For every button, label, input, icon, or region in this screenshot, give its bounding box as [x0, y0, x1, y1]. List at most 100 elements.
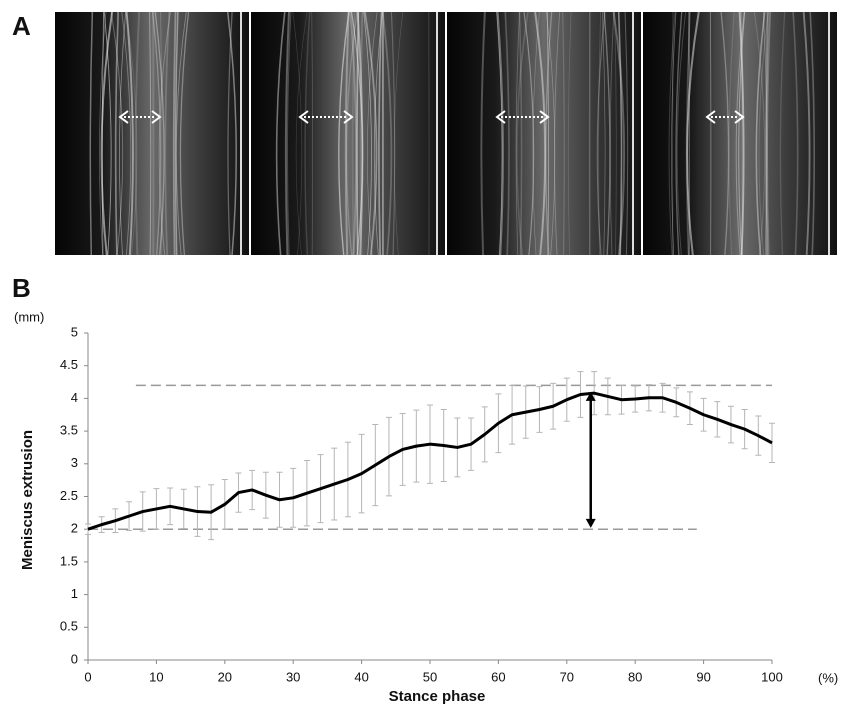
tissue-streak	[172, 11, 177, 256]
tissue-streak	[292, 11, 303, 256]
tissue-streak	[227, 11, 233, 256]
tissue-streak	[275, 11, 286, 256]
tissue-streak	[345, 11, 358, 256]
tissue-streak	[753, 11, 766, 256]
tissue-streak	[125, 11, 134, 256]
tissue-streak	[802, 11, 811, 256]
tissue-streak	[554, 11, 561, 256]
extrusion-marker-head	[298, 110, 354, 124]
x-tick-label: 50	[423, 669, 437, 684]
x-unit: (%)	[818, 670, 838, 685]
tissue-streak	[284, 11, 290, 256]
tissue-streak	[110, 11, 124, 256]
tissue-streak	[351, 11, 356, 256]
y-unit: (mm)	[14, 309, 44, 324]
tissue-streak	[504, 11, 510, 256]
tissue-streak	[134, 11, 141, 256]
tissue-streak	[311, 11, 313, 256]
tissue-streak	[295, 11, 308, 256]
tissue-streak	[740, 11, 744, 256]
tissue-streak	[609, 11, 615, 256]
tissue-streak	[304, 11, 311, 256]
tissue-streak	[534, 11, 547, 256]
tissue-streak	[158, 11, 171, 256]
y-tick-label: 1.5	[60, 553, 78, 568]
tissue-streak	[562, 11, 565, 256]
tissue-streak	[738, 11, 746, 256]
tissue-streak	[164, 11, 171, 256]
tissue-streak	[603, 11, 611, 256]
x-tick-label: 30	[286, 669, 300, 684]
tissue-streak	[515, 11, 520, 256]
extrusion-marker-head	[705, 110, 745, 124]
tissue-streak	[121, 11, 132, 256]
tissue-streak	[675, 11, 683, 256]
tissue-streak	[125, 11, 138, 256]
tissue-streak	[668, 11, 676, 256]
y-tick-label: 3	[71, 455, 78, 470]
tissue-streak	[671, 11, 677, 256]
tissue-streak	[119, 11, 127, 256]
tissue-streak	[367, 11, 378, 256]
tissue-streak	[154, 11, 165, 256]
tissue-streak	[602, 11, 606, 256]
tissue-streak	[356, 11, 364, 256]
tissue-streak	[617, 11, 623, 256]
x-tick-label: 100	[761, 669, 783, 684]
tissue-streak	[728, 11, 735, 256]
y-tick-label: 5	[71, 324, 78, 339]
tissue-streak	[480, 11, 486, 256]
y-tick-label: 1	[71, 586, 78, 601]
tissue-streak	[101, 11, 105, 256]
tissue-streak	[99, 11, 107, 256]
tissue-streak	[174, 11, 179, 256]
tissue-streak	[518, 11, 523, 256]
tissue-streak	[755, 11, 766, 256]
x-tick-label: 60	[491, 669, 505, 684]
extrusion-marker-head	[118, 110, 162, 124]
x-tick-label: 90	[696, 669, 710, 684]
extrusion-marker-head	[495, 110, 550, 124]
tissue-streak	[103, 11, 112, 256]
tissue-streak	[515, 11, 529, 256]
y-tick-label: 2	[71, 521, 78, 536]
x-tick-label: 80	[628, 669, 642, 684]
y-tick-label: 0	[71, 651, 78, 666]
tissue-streak	[762, 11, 768, 256]
tissue-streak	[687, 11, 690, 256]
tissue-streak	[567, 11, 572, 256]
tissue-streak	[809, 11, 816, 256]
tissue-streak	[364, 11, 378, 256]
tissue-streak	[390, 11, 396, 256]
ultrasound-image	[447, 12, 641, 255]
tissue-streak	[779, 11, 786, 256]
ultrasound-image	[55, 12, 249, 255]
tissue-streak	[114, 11, 119, 256]
y-tick-label: 2.5	[60, 488, 78, 503]
y-axis-title: Meniscus extrusion	[19, 430, 36, 570]
tissue-streak	[709, 11, 712, 256]
tissue-streak	[598, 11, 602, 256]
tissue-streak	[546, 11, 549, 256]
tissue-streak	[381, 11, 393, 256]
tissue-streak	[149, 11, 152, 256]
tissue-streak	[100, 11, 114, 256]
x-tick-label: 0	[84, 669, 91, 684]
tissue-streak	[765, 11, 769, 256]
y-tick-label: 3.5	[60, 423, 78, 438]
tissue-streak	[160, 11, 163, 256]
y-tick-label: 4.5	[60, 357, 78, 372]
y-tick-label: 4	[71, 390, 78, 405]
tissue-streak	[532, 11, 540, 256]
x-tick-label: 70	[560, 669, 574, 684]
tissue-streak	[624, 11, 629, 256]
tissue-streak	[738, 11, 745, 256]
tissue-streak	[766, 11, 772, 256]
tissue-streak	[226, 11, 237, 256]
x-tick-label: 20	[218, 669, 232, 684]
tissue-streak	[758, 11, 769, 256]
mean-line	[87, 391, 773, 531]
tissue-streak	[349, 11, 358, 256]
